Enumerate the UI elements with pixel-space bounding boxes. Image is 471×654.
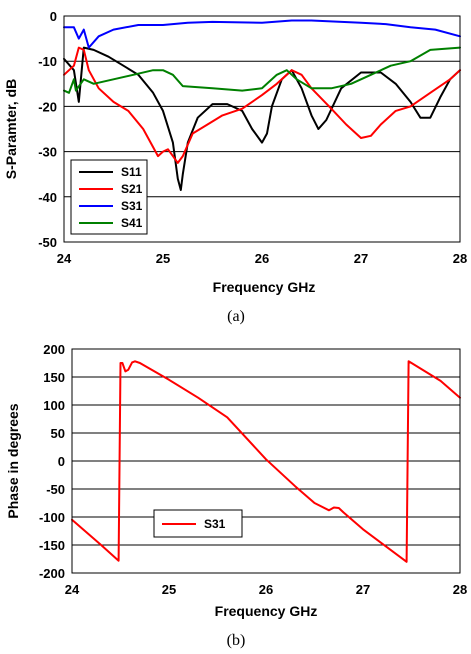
chart-a-x-axis-label: Frequency GHz <box>213 279 316 295</box>
chart-b-y-tick-label: 200 <box>43 342 65 357</box>
chart-a-series-s21-line <box>63 46 461 164</box>
chart-a-x-tick-label: 27 <box>354 251 368 266</box>
chart-b-x-tick-label: 28 <box>453 582 467 597</box>
chart-a-series-s41-line <box>63 46 461 94</box>
chart-b-x-tick-label: 27 <box>356 582 370 597</box>
chart-a-y-tick-label: -30 <box>38 145 57 160</box>
chart-b-y-tick-labels: 200 150 100 50 0 -50 -100 -150 -200 <box>39 342 65 581</box>
chart-a-y-tick-label: -10 <box>38 54 57 69</box>
chart-a-y-tick-label: -40 <box>38 190 57 205</box>
chart-b-x-tick-label: 25 <box>162 582 176 597</box>
chart-b-caption: (b) <box>227 632 246 649</box>
chart-b-series-s31-line <box>71 360 461 563</box>
chart-a-series-s11-line <box>63 46 461 191</box>
chart-a-y-tick-labels: 0 -10 -20 -30 -40 -50 <box>38 9 57 250</box>
chart-a-y-tick-label: -50 <box>38 235 57 250</box>
chart-a-legend: S11 S21 S31 S41 <box>70 159 148 235</box>
chart-a-legend-label-s41: S41 <box>121 216 143 230</box>
chart-b-plot-frame <box>71 348 461 574</box>
chart-a-y-tick-label: -20 <box>38 99 57 114</box>
chart-a-legend-label-s21: S21 <box>121 182 143 196</box>
chart-a-x-tick-labels: 24 25 26 27 28 <box>57 251 467 266</box>
chart-b-x-tick-label: 24 <box>65 582 80 597</box>
chart-b-series <box>71 360 461 563</box>
chart-a-x-tick-label: 24 <box>57 251 72 266</box>
chart-a-series <box>63 19 461 191</box>
chart-b-x-tick-label: 26 <box>259 582 273 597</box>
chart-b-y-tick-label: -100 <box>39 510 65 525</box>
chart-a-y-tick-label: 0 <box>50 9 57 24</box>
chart-a-caption: (a) <box>227 308 245 325</box>
chart-b-y-tick-label: -200 <box>39 566 65 581</box>
chart-a-x-tick-label: 25 <box>156 251 170 266</box>
chart-b-x-axis-label: Frequency GHz <box>215 603 318 619</box>
chart-b-x-tick-labels: 24 25 26 27 28 <box>65 582 467 597</box>
chart-a-x-tick-label: 26 <box>255 251 269 266</box>
chart-b-y-tick-label: -150 <box>39 538 65 553</box>
chart-a-plot-frame <box>63 15 461 243</box>
chart-a-x-tick-label: 28 <box>453 251 467 266</box>
chart-b-gridlines <box>72 348 460 574</box>
chart-a: 0 -10 -20 -30 -40 -50 24 25 26 27 28 Frequency GH… <box>3 9 467 325</box>
chart-a-series-s31-line <box>63 19 461 49</box>
chart-a-y-axis-label: S-Paramter, dB <box>3 79 19 179</box>
chart-b-y-tick-label: 0 <box>58 454 65 469</box>
chart-a-legend-label-s31: S31 <box>121 199 143 213</box>
chart-b-legend-label-s31: S31 <box>204 517 226 531</box>
chart-b-y-tick-label: 100 <box>43 398 65 413</box>
chart-b-y-tick-label: 150 <box>43 370 65 385</box>
chart-b-legend: S31 <box>153 509 243 538</box>
chart-a-legend-label-s11: S11 <box>121 165 142 179</box>
chart-b-y-tick-label: -50 <box>46 482 65 497</box>
chart-b-y-tick-label: 50 <box>51 426 65 441</box>
chart-b: 200 150 100 50 0 -50 -100 -150 -200 24 25 26 27 28 F… <box>5 342 467 649</box>
chart-b-y-axis-label: Phase in degrees <box>5 403 21 518</box>
